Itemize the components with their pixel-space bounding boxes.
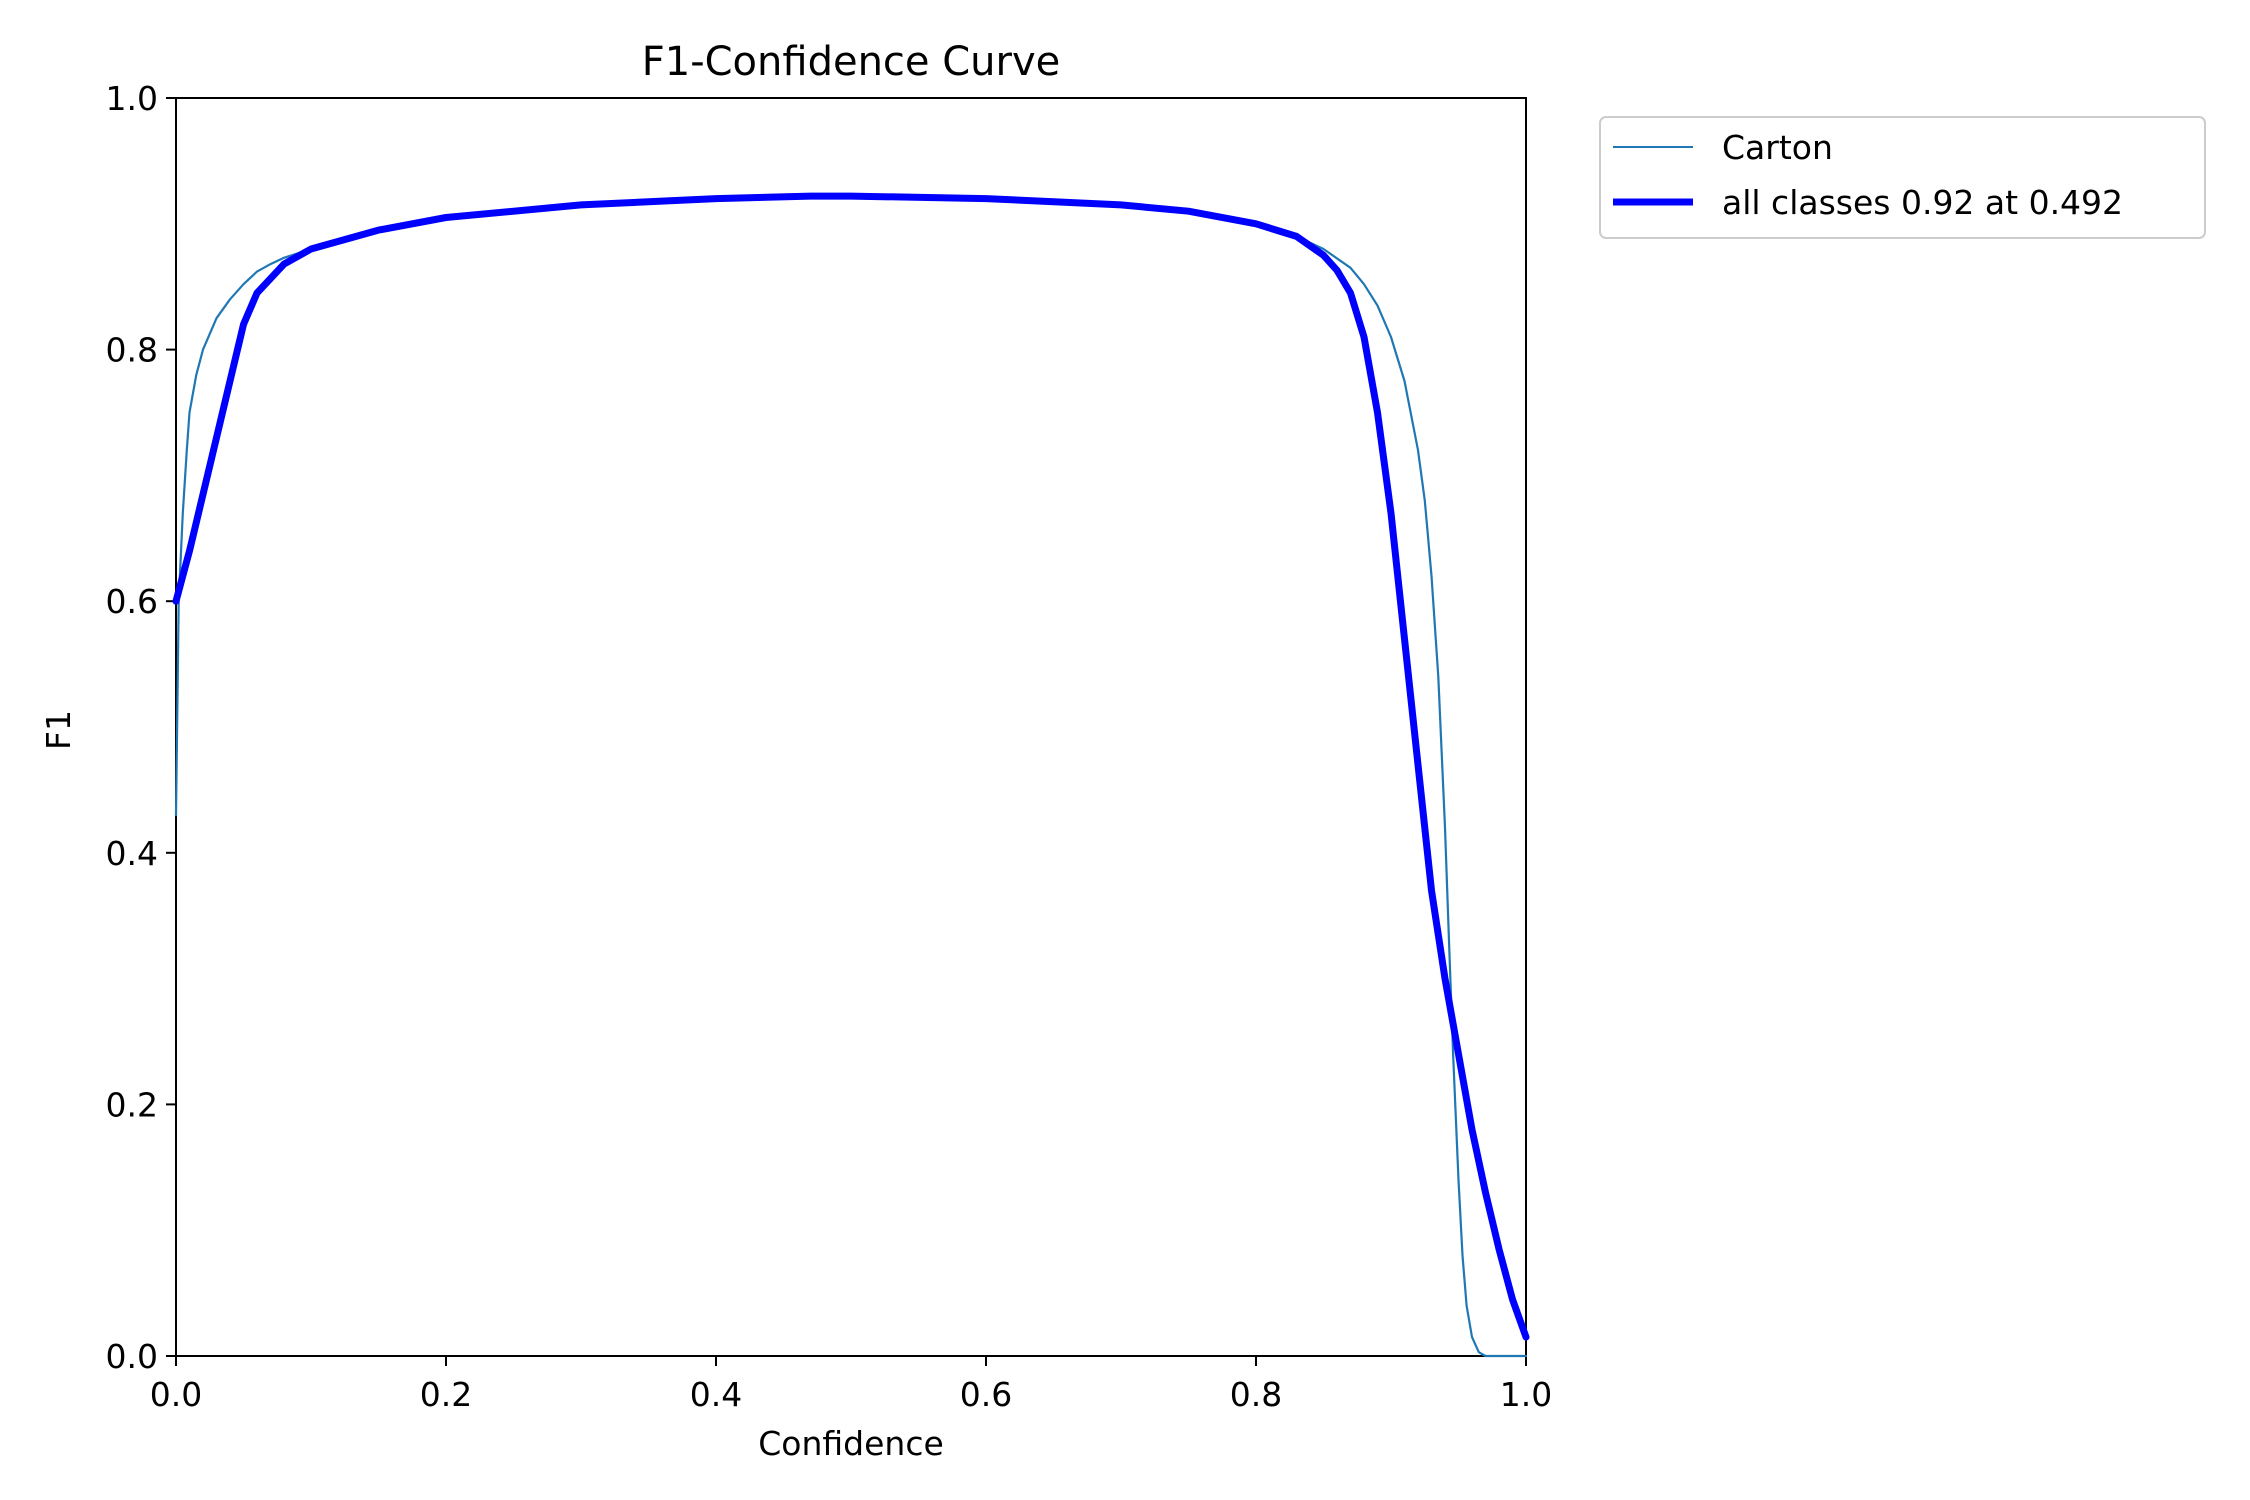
y-axis-ticks: 0.0 0.2 0.4 0.6 0.8 1.0 — [106, 79, 176, 1376]
y-tick-label: 0.4 — [106, 834, 158, 873]
x-tick-label: 1.0 — [1500, 1375, 1552, 1414]
plot-frame — [175, 97, 1527, 1357]
legend-label-all-classes: all classes 0.92 at 0.492 — [1722, 183, 2123, 222]
x-tick-label: 0.6 — [960, 1375, 1012, 1414]
y-tick-label: 0.6 — [106, 582, 158, 621]
chart-title: F1-Confidence Curve — [642, 39, 1061, 85]
y-axis-title: F1 — [39, 710, 78, 750]
x-tick-label: 0.0 — [150, 1375, 202, 1414]
x-tick-label: 0.4 — [690, 1375, 742, 1414]
series-line-all-classes — [172, 192, 1530, 1341]
y-tick-label: 0.0 — [106, 1337, 158, 1376]
series-lines — [172, 192, 1530, 1358]
y-tick-label: 0.8 — [106, 331, 158, 370]
y-tick-label: 0.2 — [106, 1085, 158, 1124]
legend: Carton all classes 0.92 at 0.492 — [1599, 116, 2206, 239]
x-axis-ticks: 0.0 0.2 0.4 0.6 0.8 1.0 — [150, 1356, 1552, 1414]
legend-label-carton: Carton — [1722, 128, 1833, 167]
x-tick-label: 0.8 — [1230, 1375, 1282, 1414]
x-axis-title: Confidence — [758, 1424, 944, 1463]
x-tick-label: 0.2 — [420, 1375, 472, 1414]
legend-box — [1599, 116, 2206, 239]
y-tick-label: 1.0 — [106, 79, 158, 118]
series-line-carton — [174, 195, 1528, 1358]
